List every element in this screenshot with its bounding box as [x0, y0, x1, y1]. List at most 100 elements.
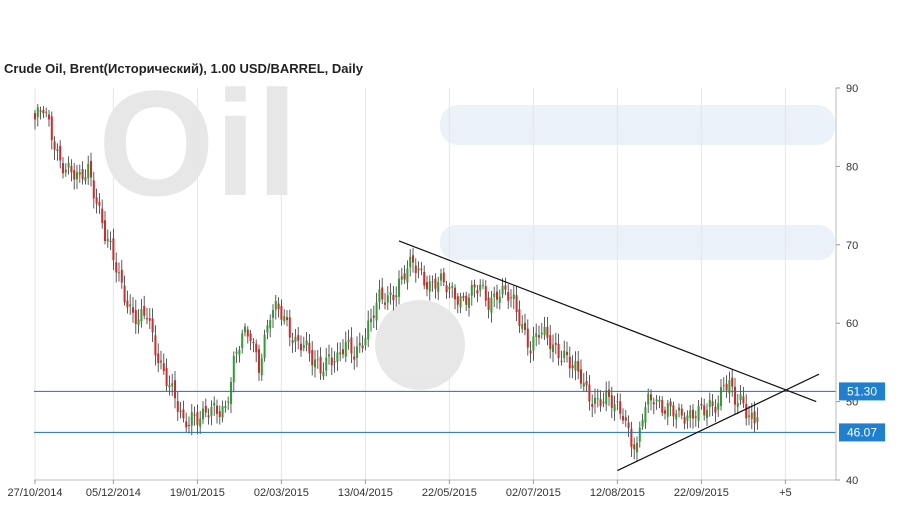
candle-body: [255, 343, 258, 353]
candle-body: [552, 344, 554, 353]
candle-body: [143, 306, 146, 316]
candle-body: [557, 343, 560, 358]
candle-body: [95, 197, 98, 204]
candle-body: [76, 172, 78, 180]
y-tick-label: 80: [846, 161, 858, 173]
watermark-bar: [440, 105, 835, 145]
candle-body: [50, 116, 53, 141]
candle-body: [311, 350, 314, 366]
candle-body: [498, 296, 501, 303]
candle-body: [336, 352, 339, 362]
candle-body: [386, 295, 389, 303]
candle-body: [308, 342, 311, 354]
candle-body: [260, 358, 263, 376]
candle-body: [350, 337, 353, 354]
candle-body: [347, 339, 350, 342]
candle-body: [53, 141, 56, 150]
candle-body: [137, 319, 140, 325]
candle-body: [414, 265, 417, 273]
x-tick-label: 27/10/2014: [7, 487, 62, 499]
candle-body: [722, 385, 725, 387]
candle-body: [249, 333, 252, 341]
candle-body: [297, 335, 300, 341]
y-tick-label: 90: [846, 83, 858, 95]
candle-body: [686, 415, 689, 421]
candle-body: [188, 424, 190, 426]
candle-body: [196, 412, 199, 425]
candle-body: [288, 317, 291, 338]
candle-body: [244, 326, 246, 333]
chart-title: Crude Oil, Brent(Исторический), 1.00 USD…: [4, 61, 363, 76]
candle-body: [678, 407, 680, 411]
candle-body: [358, 342, 361, 346]
candle-body: [154, 335, 157, 356]
candle-body: [644, 407, 647, 423]
x-tick-label: 22/05/2015: [422, 487, 477, 499]
candle-body: [518, 309, 521, 326]
watermark-drop: [375, 300, 465, 390]
trendline-support: [617, 373, 820, 472]
candle-body: [675, 413, 678, 420]
candle-body: [725, 383, 728, 391]
trendline-resistance: [398, 240, 817, 403]
candle-body: [451, 286, 454, 288]
candle-body: [238, 349, 241, 355]
candle-body: [658, 399, 661, 402]
candle-body: [330, 357, 333, 366]
candle-body: [664, 410, 666, 414]
horizontal-levels: [34, 390, 836, 433]
candle-body: [507, 292, 510, 301]
candle-body: [454, 287, 456, 300]
candle-body: [543, 326, 546, 336]
candle-body: [602, 401, 605, 404]
candle-body: [442, 272, 445, 283]
x-tick-label: 13/04/2015: [338, 487, 393, 499]
candle-body: [67, 162, 70, 168]
candle-body: [465, 295, 468, 305]
price-tags: 51.30 46.07: [839, 382, 885, 442]
candle-body: [182, 409, 185, 419]
candle-body: [258, 349, 260, 373]
candle-body: [84, 177, 87, 181]
candle-body: [199, 418, 202, 427]
candle-body: [529, 350, 532, 354]
candle-body: [45, 111, 48, 113]
candle-body: [333, 361, 336, 363]
candle-body: [165, 368, 168, 387]
candle-body: [594, 397, 596, 404]
candle-body: [515, 295, 518, 313]
candle-body: [647, 393, 650, 405]
trendlines: [398, 240, 820, 472]
x-tick-label: 22/09/2015: [674, 487, 729, 499]
candle-body: [426, 282, 428, 290]
candle-body: [123, 285, 126, 303]
candle-body: [252, 341, 255, 343]
candle-body: [596, 398, 599, 400]
candle-body: [456, 296, 459, 305]
candle-body: [459, 296, 462, 308]
candle-body: [504, 285, 507, 290]
candle-body: [585, 380, 588, 385]
candle-body: [510, 297, 512, 299]
candle-body: [392, 294, 395, 301]
x-tick-label: 02/07/2015: [506, 487, 561, 499]
candle-body: [98, 202, 101, 206]
candle-body: [440, 273, 442, 281]
candle-body: [361, 345, 364, 349]
watermark: Oil: [98, 59, 835, 390]
candle-body: [395, 295, 398, 298]
candle-body: [291, 340, 294, 343]
candle-body: [325, 357, 328, 371]
candle-body: [185, 421, 188, 428]
candle-body: [204, 405, 207, 413]
candle-body: [582, 382, 585, 387]
candle-body: [126, 300, 129, 308]
watermark-bar: [440, 225, 835, 260]
candle-body: [64, 169, 67, 173]
candle-body: [560, 360, 563, 362]
candle-body: [322, 371, 325, 377]
candle-body: [302, 345, 305, 349]
candle-body: [286, 317, 288, 321]
candle-body: [90, 160, 92, 178]
